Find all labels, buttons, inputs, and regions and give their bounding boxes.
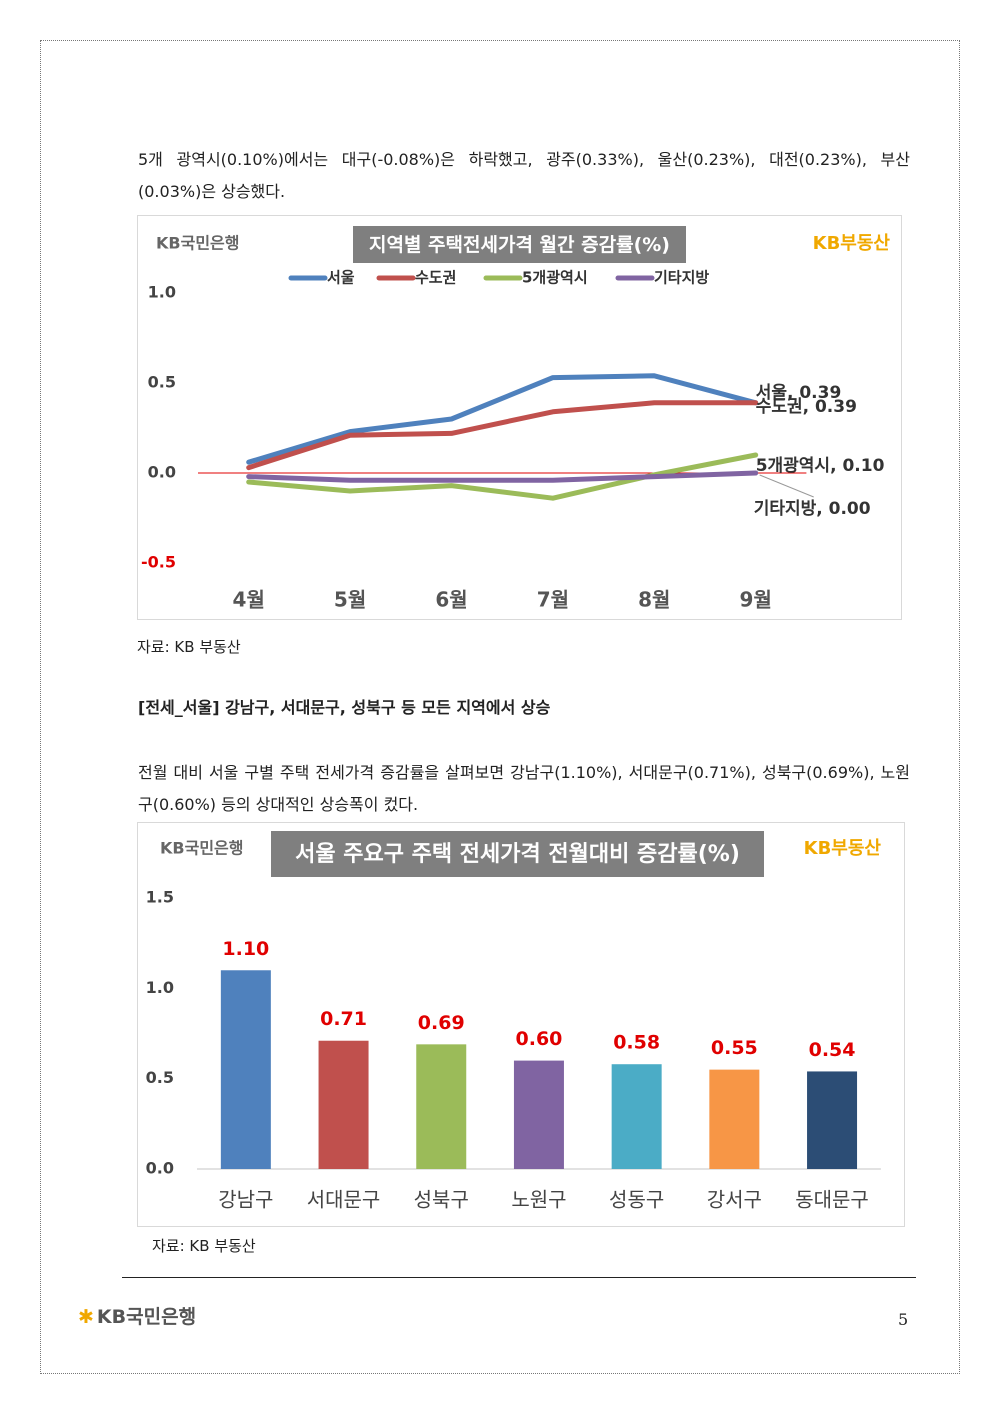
logo-right: KB부동산: [804, 838, 882, 859]
footer-brand: KB국민은행: [78, 1302, 196, 1329]
data-label: 0.71: [320, 1008, 367, 1030]
x-tick-label: 8월: [638, 588, 670, 612]
legend-label: 5개광역시: [522, 269, 588, 287]
series-line: [246, 400, 759, 471]
legend-label: 서울: [327, 269, 355, 287]
x-tick-label: 5월: [334, 588, 366, 612]
y-tick-label: 1.5: [146, 888, 174, 907]
data-label: 0.69: [418, 1012, 465, 1034]
x-tick-label: 성동구: [609, 1188, 664, 1212]
source: 자료: KB 부동산: [137, 638, 241, 656]
x-tick-label: 강서구: [707, 1188, 762, 1212]
footer-rule: [122, 1277, 916, 1278]
x-tick-label: 강남구: [218, 1188, 273, 1212]
x-tick-label: 성북구: [414, 1188, 469, 1212]
series-line: [246, 470, 759, 483]
data-label: 서울, 0.39: [756, 383, 842, 403]
logo-right: KB부동산: [813, 233, 891, 254]
series-line: [246, 373, 759, 465]
y-tick-label: 1.0: [148, 283, 176, 302]
logo-left: KB국민은행: [156, 234, 239, 253]
series-line: [246, 452, 759, 501]
y-tick-label: 0.0: [148, 463, 176, 482]
x-tick-label: 서대문구: [307, 1188, 381, 1212]
data-label: 0.60: [516, 1028, 563, 1050]
bar-chart: KB국민은행 서울 주요구 주택 전세가격 전월대비 증감률(%) KB부동산 0.0…: [137, 822, 905, 1227]
page-number: 5: [898, 1310, 909, 1329]
bar: [611, 1064, 662, 1169]
x-tick-label: 노원구: [511, 1188, 566, 1212]
paragraph: 5개 광역시(0.10%)에서는 대구(-0.08%)은 하락했고, 광주(0.…: [138, 150, 910, 201]
data-label: 0.54: [809, 1039, 856, 1061]
legend-label: 수도권: [415, 269, 456, 287]
leader-line: [759, 474, 814, 498]
x-tick-label: 4월: [233, 588, 265, 612]
y-tick-label: 1.0: [146, 978, 174, 997]
bar: [807, 1071, 858, 1169]
source: 자료: KB 부동산: [152, 1237, 256, 1255]
data-label: 기타지방, 0.00: [754, 499, 871, 519]
bar: [709, 1069, 760, 1169]
page-frame: [40, 40, 960, 1374]
chart-title: 지역별 주택전세가격 월간 증감률(%): [369, 234, 670, 256]
data-label: 0.55: [711, 1037, 758, 1059]
logo-left: KB국민은행: [160, 839, 243, 858]
bar: [220, 970, 271, 1169]
x-tick-label: 7월: [537, 588, 569, 612]
title-box: [271, 831, 764, 877]
y-tick-label: 0.5: [148, 373, 176, 392]
data-label: 1.10: [222, 938, 269, 960]
title-box: [353, 226, 686, 263]
chart-title: 서울 주요구 주택 전세가격 전월대비 증감률(%): [295, 842, 740, 867]
data-label: 0.58: [613, 1032, 660, 1054]
legend-label: 기타지방: [654, 269, 709, 287]
y-tick-label: -0.5: [141, 553, 176, 572]
section-heading: [전세_서울] 강남구, 서대문구, 성북구 등 모든 지역에서 상승: [138, 698, 551, 717]
x-tick-label: 6월: [435, 588, 467, 612]
data-label: 수도권, 0.39: [756, 397, 857, 417]
x-tick-label: 9월: [740, 588, 772, 612]
bar: [513, 1060, 564, 1169]
data-label: 5개광역시, 0.10: [756, 456, 885, 476]
bar: [318, 1040, 369, 1169]
x-tick-label: 동대문구: [795, 1188, 869, 1212]
y-tick-label: 0.5: [146, 1068, 174, 1087]
y-tick-label: 0.0: [146, 1159, 174, 1178]
paragraph: 전월 대비 서울 구별 주택 전세가격 증감률을 살펴보면 강남구(1.10%)…: [138, 763, 910, 814]
line-chart: KB국민은행 지역별 주택전세가격 월간 증감률(%) KB부동산 -0.5 0.0 0.…: [137, 215, 902, 620]
bar: [416, 1044, 467, 1169]
